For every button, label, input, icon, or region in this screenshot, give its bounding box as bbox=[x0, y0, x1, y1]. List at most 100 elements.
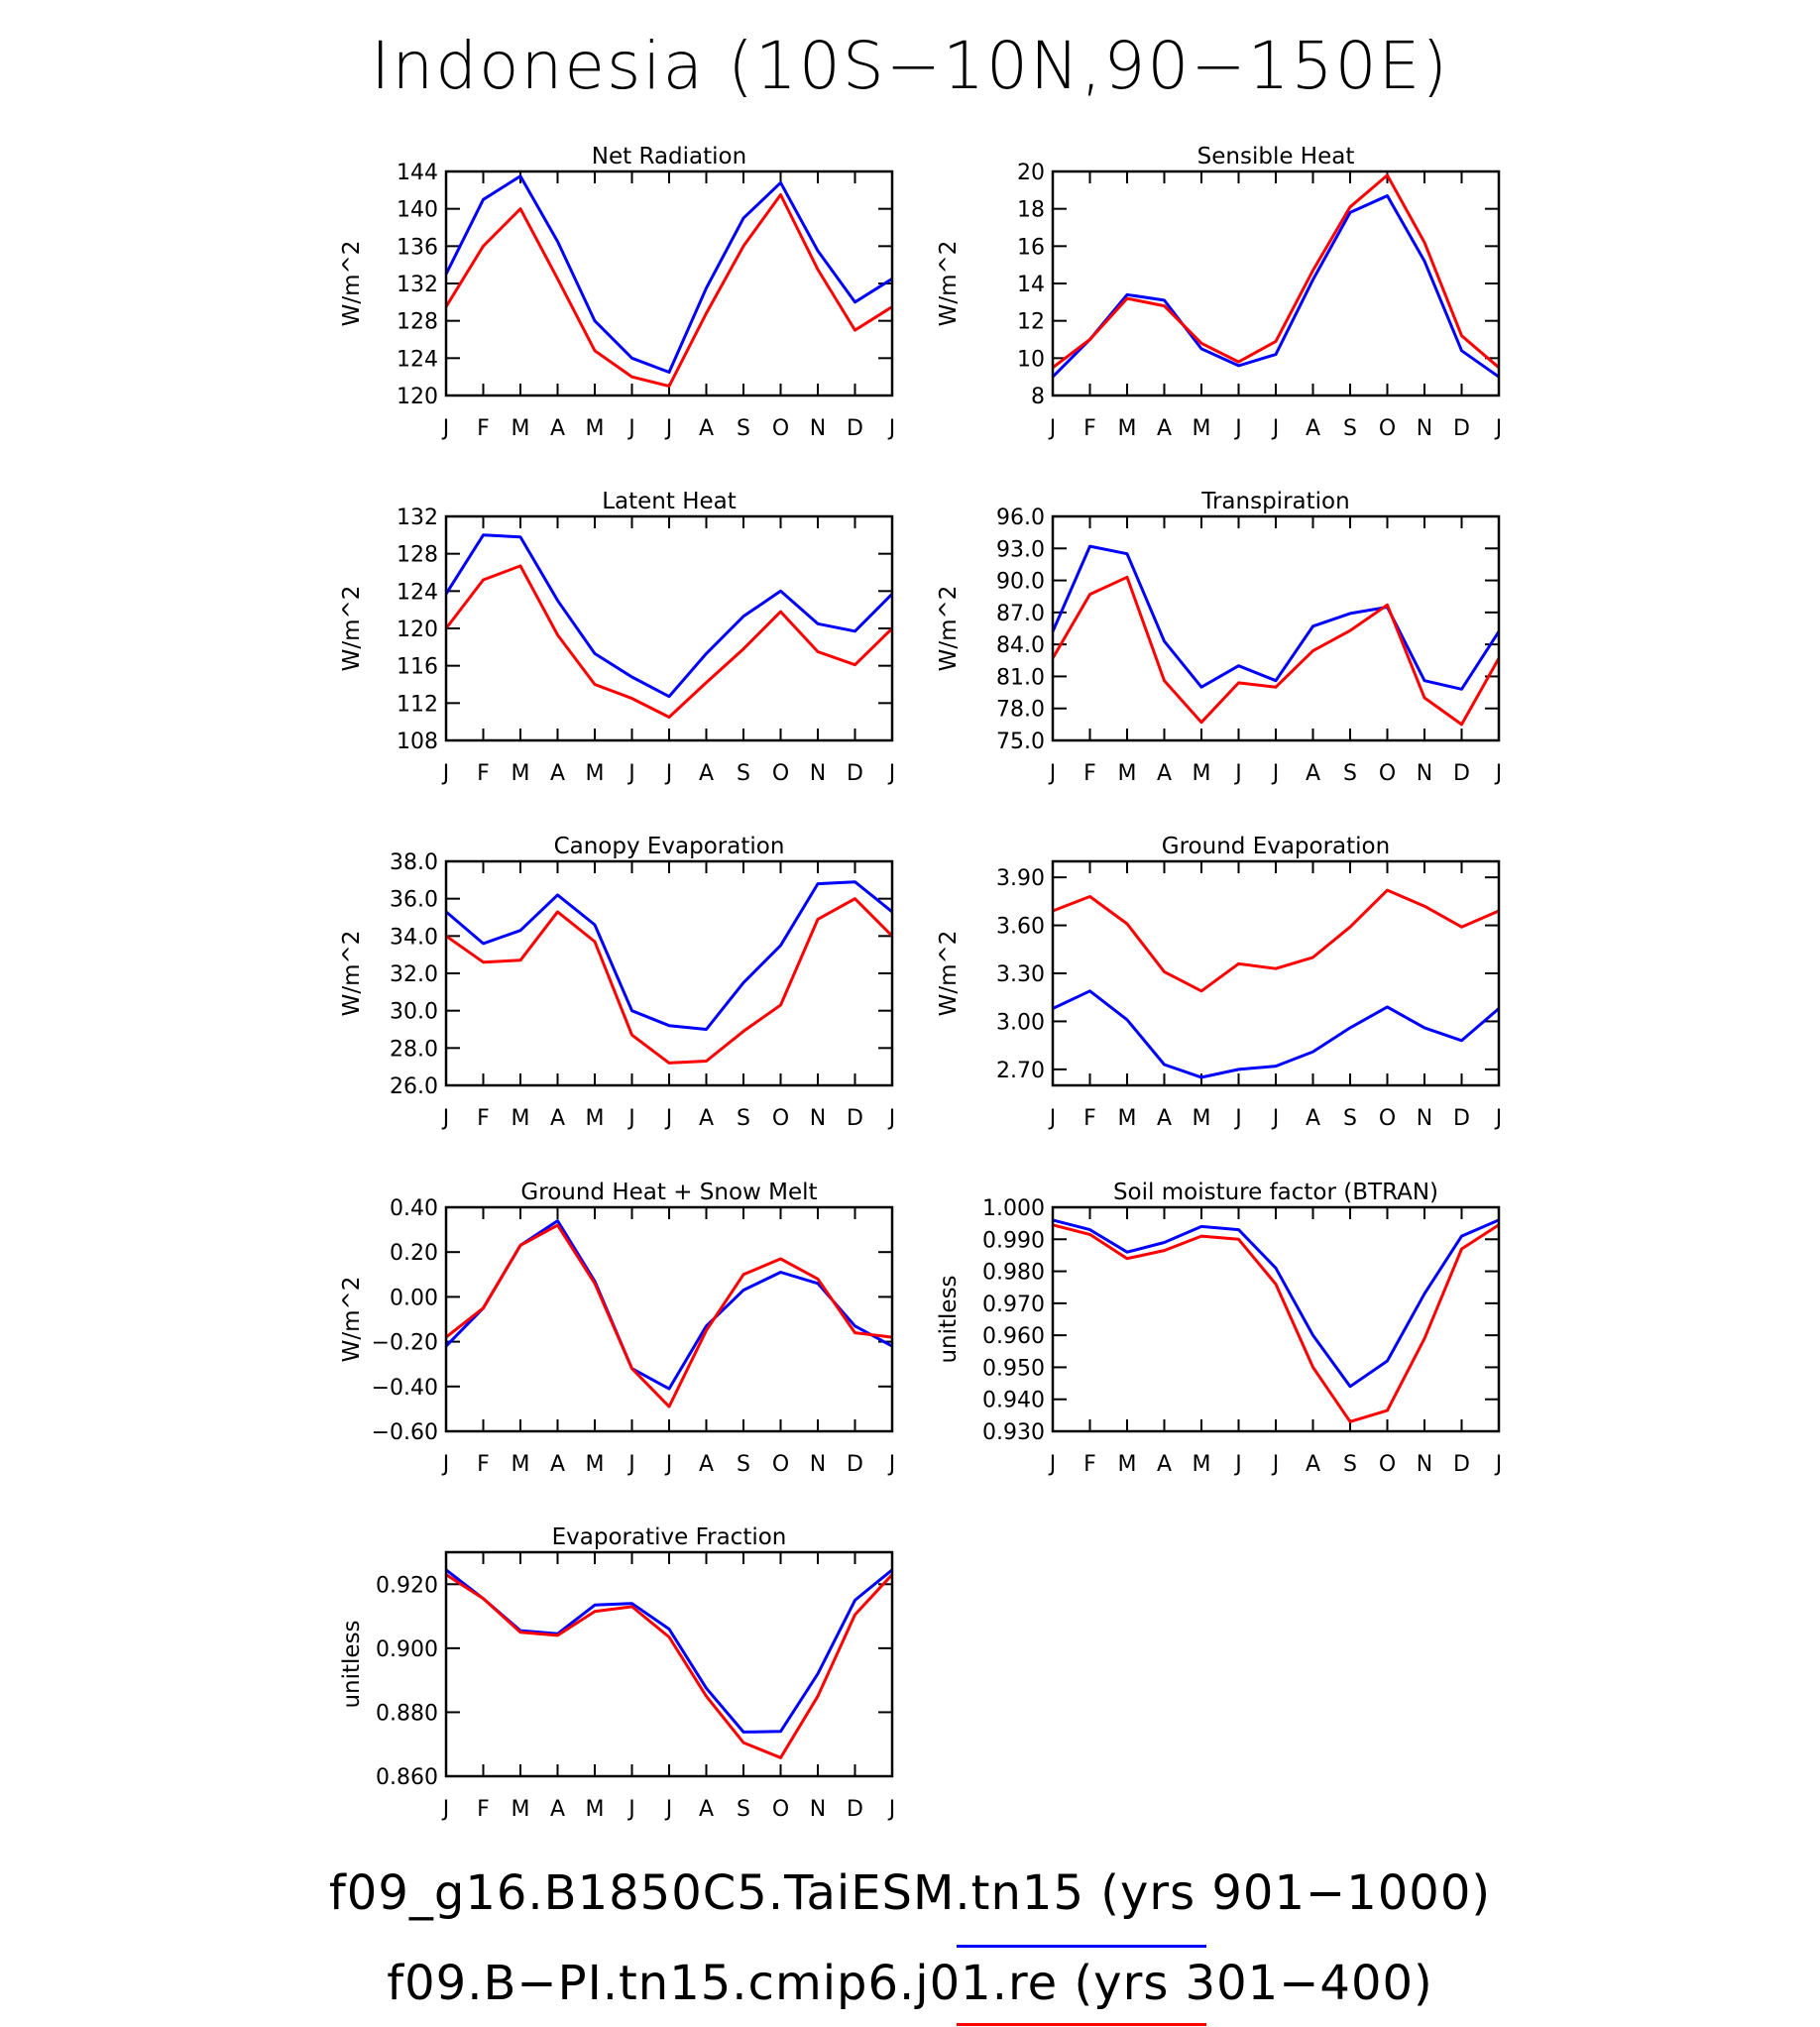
y-tick-label: 8 bbox=[1031, 385, 1045, 409]
chart-title: Evaporative Fraction bbox=[552, 1524, 787, 1550]
plot-frame bbox=[444, 859, 894, 1087]
x-tick-label: O bbox=[772, 1797, 789, 1822]
x-tick-label: M bbox=[1118, 761, 1137, 786]
x-tick-label: M bbox=[586, 416, 605, 441]
x-tick-label: J bbox=[1233, 761, 1242, 786]
chart-panel-7: Ground Heat + Snow Melt W/m^2 −0.60 −0.40 −0… bbox=[339, 1180, 895, 1477]
x-tick-label: J bbox=[1494, 1106, 1503, 1131]
x-tick-label: J bbox=[1494, 1452, 1503, 1477]
x-tick-label: F bbox=[477, 1797, 490, 1822]
y-tick-label: 0.900 bbox=[376, 1637, 438, 1662]
x-tick-label: M bbox=[1118, 1106, 1137, 1131]
plot-frame bbox=[444, 514, 894, 742]
x-tick-label: M bbox=[1118, 1452, 1137, 1477]
x-tick-label: A bbox=[1306, 416, 1320, 441]
x-tick-label: J bbox=[441, 761, 450, 786]
y-tick-label: 0.00 bbox=[390, 1286, 438, 1310]
x-tick-label: D bbox=[1453, 761, 1470, 786]
series-line-2 bbox=[445, 1573, 894, 1759]
x-tick-label: N bbox=[810, 1106, 826, 1131]
plot-frame bbox=[1051, 1205, 1501, 1433]
x-tick-label: O bbox=[1379, 1106, 1396, 1131]
series-line-1 bbox=[444, 533, 894, 699]
legend-label-2: f09.B−PI.tn15.cmip6.j01.re (yrs 301−400) bbox=[387, 1956, 1433, 2011]
series-line-2 bbox=[1052, 173, 1500, 369]
y-tick-label: 32.0 bbox=[390, 962, 438, 987]
x-tick-label: O bbox=[772, 416, 789, 441]
y-tick-label: 124 bbox=[397, 347, 438, 372]
y-tick-label: 0.20 bbox=[390, 1241, 438, 1266]
plot-frame bbox=[444, 1550, 894, 1778]
y-tick-label: 3.00 bbox=[996, 1010, 1045, 1035]
x-tick-label: A bbox=[699, 416, 714, 441]
y-tick-label: 128 bbox=[397, 543, 438, 568]
y-axis-label: unitless bbox=[339, 1620, 365, 1708]
series-line-1 bbox=[1052, 989, 1500, 1079]
y-tick-label: 144 bbox=[397, 161, 438, 185]
x-tick-label: A bbox=[550, 1452, 565, 1477]
series-line-1 bbox=[1051, 544, 1501, 691]
x-tick-label: J bbox=[441, 416, 450, 441]
x-tick-label: M bbox=[1193, 761, 1211, 786]
y-axis-label: W/m^2 bbox=[936, 586, 962, 672]
y-axis-label: W/m^2 bbox=[339, 241, 365, 327]
x-tick-label: D bbox=[1453, 1452, 1470, 1477]
y-tick-label: 120 bbox=[397, 618, 438, 642]
series-line-1 bbox=[445, 1568, 893, 1734]
x-tick-label: A bbox=[1157, 761, 1172, 786]
x-tick-label: J bbox=[441, 1452, 450, 1477]
x-tick-label: J bbox=[1048, 761, 1057, 786]
x-tick-label: J bbox=[664, 1797, 673, 1822]
y-axis-label: W/m^2 bbox=[936, 241, 962, 327]
series-line-2 bbox=[444, 193, 893, 389]
plot-frame bbox=[444, 1205, 894, 1433]
x-tick-label: O bbox=[772, 1106, 789, 1131]
series-line-1 bbox=[1052, 1218, 1500, 1389]
series-line-2 bbox=[444, 564, 894, 719]
y-tick-label: 116 bbox=[397, 655, 438, 680]
x-tick-label: M bbox=[512, 416, 530, 441]
y-tick-label: 0.40 bbox=[390, 1196, 438, 1221]
x-tick-label: F bbox=[477, 416, 490, 441]
legend-entry-1: f09_g16.B1850C5.TaiESM.tn15 (yrs 901−100… bbox=[0, 1865, 1820, 1921]
x-tick-label: J bbox=[887, 761, 896, 786]
x-tick-label: J bbox=[1271, 416, 1280, 441]
x-tick-label: A bbox=[1306, 1452, 1320, 1477]
chart-title: Canopy Evaporation bbox=[554, 834, 785, 859]
y-tick-label: −0.60 bbox=[372, 1420, 438, 1445]
x-tick-label: J bbox=[664, 761, 673, 786]
y-tick-label: 18 bbox=[1017, 198, 1045, 223]
y-tick-label: 3.30 bbox=[996, 962, 1045, 987]
x-tick-label: J bbox=[887, 416, 896, 441]
y-tick-label: 0.880 bbox=[376, 1701, 438, 1726]
x-tick-label: M bbox=[586, 1797, 605, 1822]
y-tick-label: 0.990 bbox=[982, 1228, 1045, 1253]
y-tick-label: 10 bbox=[1017, 347, 1045, 372]
y-tick-label: 34.0 bbox=[390, 925, 438, 950]
x-tick-label: M bbox=[586, 1452, 605, 1477]
x-tick-label: S bbox=[1343, 1452, 1357, 1477]
x-tick-label: A bbox=[550, 1797, 565, 1822]
x-tick-label: D bbox=[1453, 416, 1470, 441]
series-line-2 bbox=[1052, 888, 1500, 993]
chart-panel-9: Evaporative Fraction unitless 0.860 0.880 0.… bbox=[339, 1524, 895, 1822]
x-tick-label: S bbox=[737, 416, 750, 441]
chart-title: Ground Heat + Snow Melt bbox=[520, 1180, 817, 1205]
x-tick-label: F bbox=[1083, 761, 1096, 786]
x-tick-label: J bbox=[441, 1797, 450, 1822]
x-tick-label: F bbox=[477, 1452, 490, 1477]
y-tick-label: 132 bbox=[397, 506, 438, 530]
main-title: Indonesia (10S−10N,90−150E) bbox=[370, 28, 1450, 104]
x-tick-label: F bbox=[1083, 1452, 1096, 1477]
x-tick-label: N bbox=[810, 1797, 826, 1822]
y-tick-label: 2.70 bbox=[996, 1059, 1045, 1083]
x-tick-label: O bbox=[1379, 416, 1396, 441]
x-tick-label: J bbox=[626, 1797, 635, 1822]
legend-label-1: f09_g16.B1850C5.TaiESM.tn15 (yrs 901−100… bbox=[328, 1865, 1492, 1921]
y-axis-label: W/m^2 bbox=[936, 931, 962, 1017]
y-tick-label: 84.0 bbox=[996, 633, 1045, 658]
x-tick-label: D bbox=[1453, 1106, 1470, 1131]
